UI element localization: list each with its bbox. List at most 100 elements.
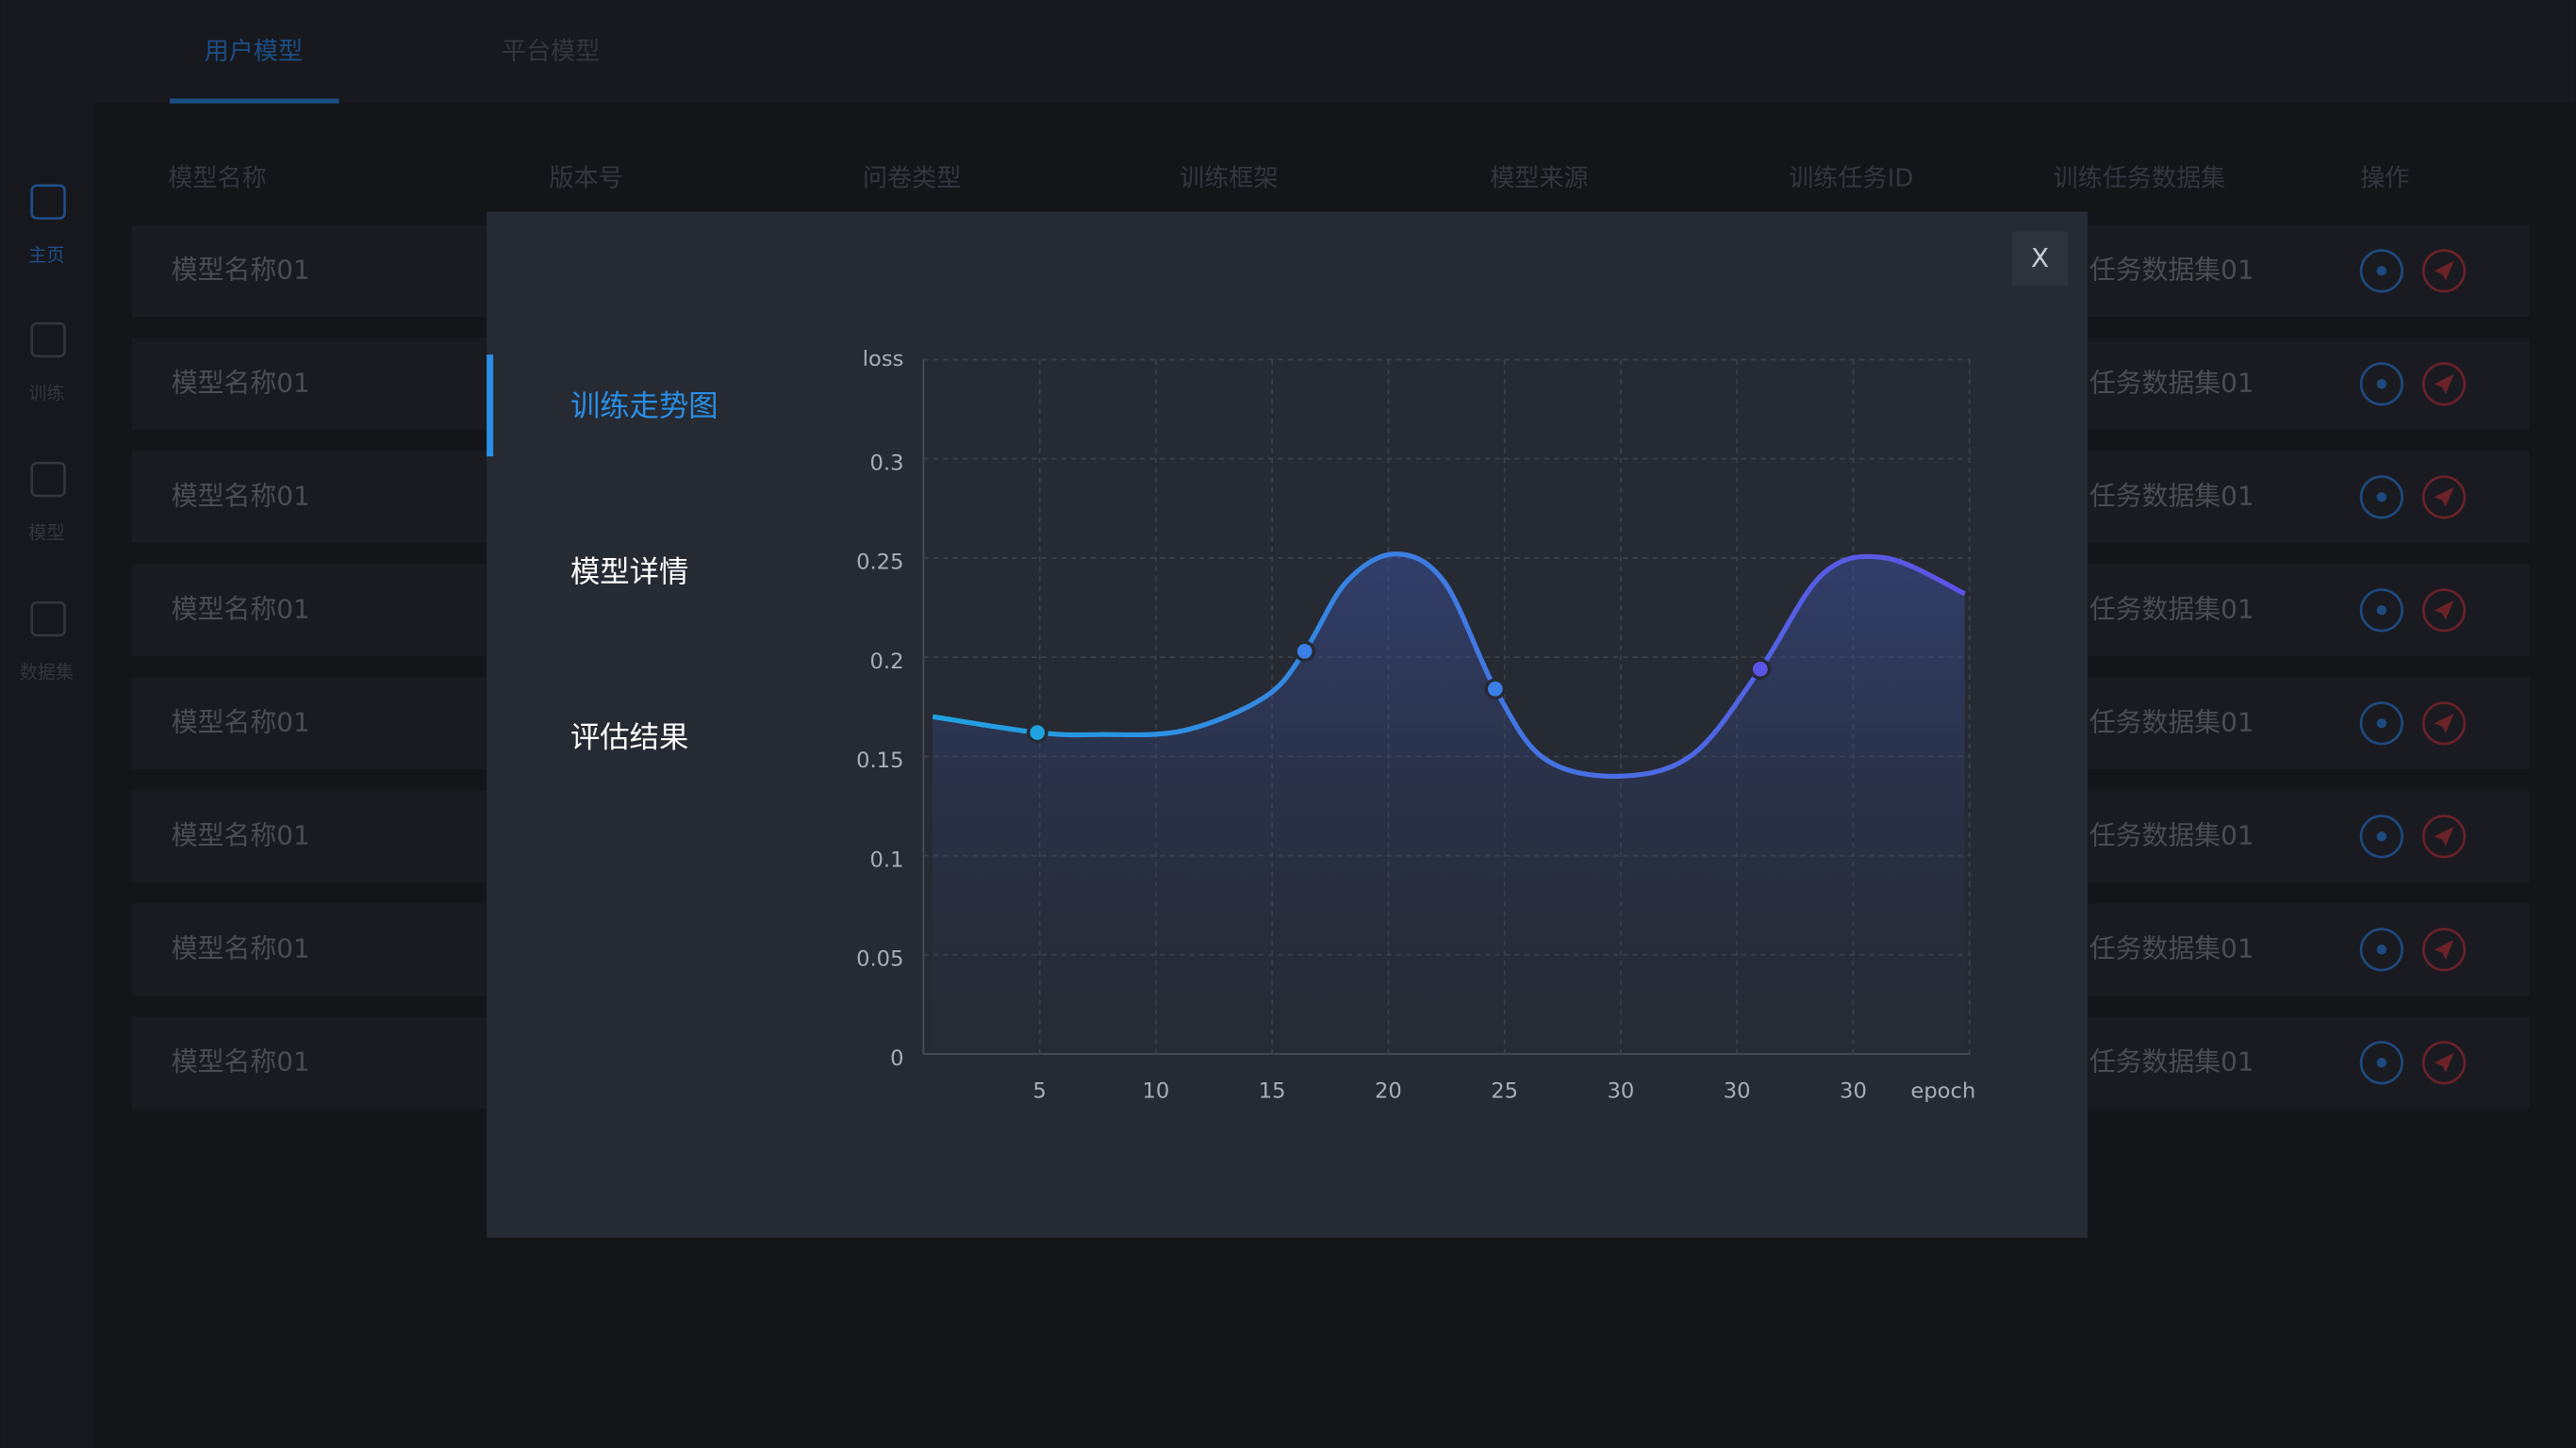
close-button[interactable] [2012, 231, 2069, 287]
column-header: 版本号 [549, 164, 622, 192]
view-icon[interactable] [2376, 379, 2387, 389]
cell: 任务数据集01 [2089, 932, 2254, 963]
column-header: 模型名称 [168, 164, 266, 192]
send-button[interactable] [2421, 362, 2467, 406]
tab-underline [170, 98, 339, 104]
cell: 任务数据集01 [2089, 706, 2254, 737]
y-axis-label: loss [863, 347, 904, 371]
tab-bar [93, 0, 2576, 104]
column-header: 训练框架 [1180, 164, 1278, 192]
view-icon[interactable] [2376, 605, 2387, 616]
view-button[interactable] [2359, 588, 2403, 633]
send-button[interactable] [2421, 701, 2467, 746]
view-button[interactable] [2359, 701, 2403, 746]
nav-icon[interactable] [30, 321, 66, 358]
x-tick-label: 5 [1032, 1079, 1046, 1104]
x-tick-label: 30 [1608, 1079, 1635, 1104]
sidebar [0, 0, 94, 1448]
menu-item[interactable]: 训练走势图 [570, 389, 718, 423]
send-button[interactable] [2421, 928, 2467, 972]
menu-item[interactable]: 模型详情 [570, 555, 688, 589]
send-icon[interactable] [2434, 1052, 2454, 1073]
send-button[interactable] [2421, 475, 2467, 519]
view-button[interactable] [2359, 1041, 2403, 1085]
view-icon[interactable] [2376, 831, 2387, 842]
cell: 模型名称01 [172, 254, 310, 285]
point [1294, 640, 1315, 663]
x-tick-label: 25 [1491, 1079, 1518, 1104]
send-button[interactable] [2421, 588, 2467, 633]
cell: 任务数据集01 [2089, 367, 2254, 398]
x-tick-label: 30 [1724, 1079, 1751, 1104]
cell: 模型名称01 [172, 1045, 310, 1077]
nav-label[interactable]: 模型 [28, 521, 64, 543]
send-button[interactable] [2421, 249, 2467, 293]
cell: 模型名称01 [172, 819, 310, 850]
column-header: 问卷类型 [863, 164, 961, 192]
point [1026, 721, 1049, 744]
y-tick-label: 0.1 [870, 847, 904, 872]
send-icon[interactable] [2434, 826, 2454, 847]
cell: 模型名称01 [172, 480, 310, 511]
view-button[interactable] [2359, 928, 2403, 972]
cell: 任务数据集01 [2089, 819, 2254, 850]
close-label[interactable]: X [2031, 242, 2049, 273]
view-icon[interactable] [2376, 945, 2387, 955]
view-button[interactable] [2359, 475, 2403, 519]
view-icon[interactable] [2376, 1058, 2387, 1068]
cell: 任务数据集01 [2089, 254, 2254, 285]
nav-icon[interactable] [30, 601, 66, 637]
line [932, 551, 1966, 780]
cell: 任务数据集01 [2089, 1045, 2254, 1077]
y-tick-label: 0.3 [870, 451, 904, 475]
column-header: 模型来源 [1490, 164, 1588, 192]
send-icon[interactable] [2434, 939, 2454, 960]
nav-icon[interactable] [30, 461, 66, 498]
point [1484, 678, 1507, 700]
point [1749, 658, 1772, 681]
nav-label[interactable]: 主页 [28, 244, 64, 266]
cell: 模型名称01 [172, 593, 310, 624]
y-tick-label: 0.15 [856, 749, 903, 773]
view-button[interactable] [2359, 814, 2403, 859]
view-icon[interactable] [2376, 492, 2387, 502]
column-header: 训练任务ID [1789, 164, 1913, 192]
tab[interactable]: 平台模型 [502, 38, 600, 66]
y-tick-label: 0 [890, 1046, 903, 1071]
send-icon[interactable] [2434, 260, 2454, 281]
cell: 模型名称01 [172, 367, 310, 398]
view-button[interactable] [2359, 362, 2403, 406]
send-button[interactable] [2421, 814, 2467, 859]
cell: 模型名称01 [172, 706, 310, 737]
line-area [933, 553, 1965, 1055]
y-tick-label: 0.25 [856, 551, 903, 575]
send-icon[interactable] [2434, 713, 2454, 733]
view-icon[interactable] [2376, 266, 2387, 276]
nav-label[interactable]: 数据集 [20, 662, 74, 683]
column-header: 操作 [2360, 164, 2409, 192]
send-icon[interactable] [2434, 600, 2454, 620]
cell: 模型名称01 [172, 932, 310, 963]
nav-label[interactable]: 训练 [28, 382, 64, 403]
nav-icon[interactable] [30, 184, 66, 220]
x-tick-label: 10 [1143, 1079, 1170, 1104]
cell: 任务数据集01 [2089, 593, 2254, 624]
x-axis-label: epoch [1910, 1079, 1975, 1104]
x-tick-label: 20 [1375, 1079, 1402, 1104]
view-icon[interactable] [2376, 718, 2387, 729]
menu-item[interactable]: 评估结果 [570, 721, 688, 755]
send-icon[interactable] [2434, 486, 2454, 507]
y-tick-label: 0.2 [870, 650, 904, 674]
cell: 任务数据集01 [2089, 480, 2254, 511]
send-icon[interactable] [2434, 373, 2454, 394]
y-tick-label: 0.05 [856, 947, 903, 972]
menu-active-bar [487, 354, 494, 457]
x-tick-label: 15 [1259, 1079, 1286, 1104]
x-tick-label: 30 [1840, 1079, 1867, 1104]
send-button[interactable] [2421, 1041, 2467, 1085]
view-button[interactable] [2359, 249, 2403, 293]
column-header: 训练任务数据集 [2054, 164, 2226, 192]
tab[interactable]: 用户模型 [205, 38, 303, 66]
